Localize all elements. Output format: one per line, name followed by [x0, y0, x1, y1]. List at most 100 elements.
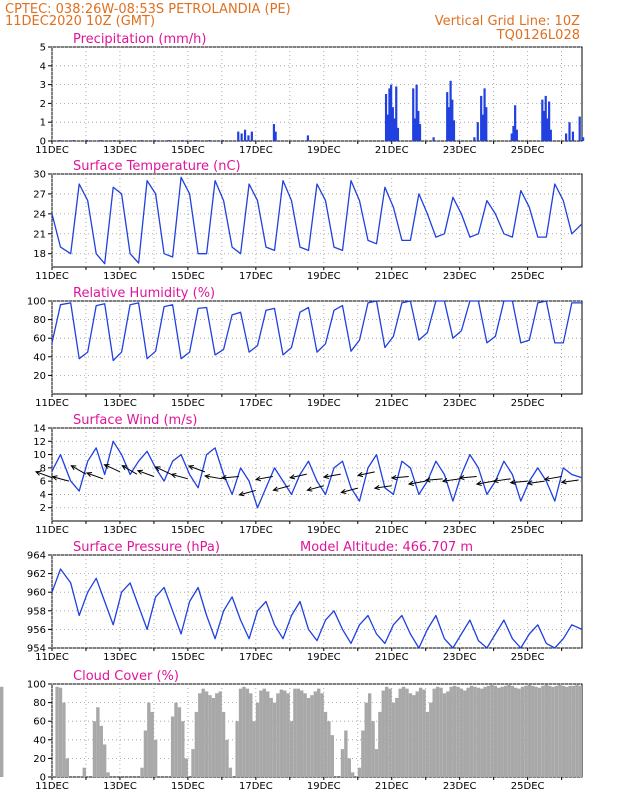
wind-arrow-head [220, 474, 227, 481]
precip-bar [167, 140, 170, 141]
pressure-ytick-label: 964 [27, 551, 46, 562]
cloud-bar [415, 691, 419, 777]
cloud-bar [422, 689, 426, 777]
cloud-bar [476, 687, 481, 777]
rh-ytick-label: 60 [33, 334, 46, 345]
temp-series-line [51, 176, 583, 265]
cloud-bar [466, 687, 470, 777]
precip-bar [395, 86, 398, 141]
cloud-bar [293, 688, 297, 777]
pressure-xtick-label: 19DEC [307, 652, 341, 663]
cloud-ytick-label: 60 [33, 717, 46, 728]
header-date: 11DEC2020 10Z (GMT) [5, 14, 155, 29]
precip-bar [194, 140, 197, 141]
wind-arrow [239, 489, 256, 496]
precip-bar [578, 116, 581, 141]
cloud-bar [62, 702, 66, 777]
cloud-ytick-label: 80 [33, 698, 46, 709]
cloud-bar [520, 686, 525, 777]
precip-bar [413, 118, 417, 141]
cloud-bar [439, 687, 443, 777]
rh-xtick-label: 17DEC [239, 398, 273, 409]
cloud-bar [177, 707, 182, 777]
precip-bar [99, 140, 102, 141]
cloud-bar [310, 695, 314, 777]
wind-arrow-head [441, 477, 448, 484]
precip-bar [153, 140, 157, 141]
cloud-bar [153, 739, 158, 777]
pressure-xtick-label: 23DEC [443, 652, 477, 663]
precip-bar [391, 107, 394, 141]
precip-bar [393, 118, 396, 141]
cloud-bar [266, 691, 270, 777]
cloud-bar [218, 691, 222, 777]
precip-bar [542, 110, 546, 141]
cloud-bar [191, 749, 195, 777]
cloud-bar [381, 690, 385, 777]
rh-xtick-label: 19DEC [307, 398, 341, 409]
precip-bar [548, 101, 551, 141]
cloud-bar [391, 702, 396, 777]
cloud-bar [194, 711, 199, 777]
pressure-xtick-label: 13DEC [103, 652, 137, 663]
wind-arrow [510, 480, 528, 484]
temp-xtick-label: 15DEC [171, 271, 205, 282]
precip-bar [447, 107, 451, 141]
precip-bar [240, 133, 243, 141]
cloud-bar [276, 693, 280, 777]
cloud-xtick-label: 19DEC [307, 781, 341, 792]
pressure-series-line [51, 568, 583, 649]
cloud-bar [204, 691, 209, 777]
wind-arrow [374, 485, 392, 489]
cloud-bar [140, 767, 144, 777]
wind-arrow-head [373, 484, 380, 491]
cloud-bar [435, 686, 440, 777]
precip-bar [549, 129, 552, 141]
precip-bar [512, 125, 515, 141]
cloud-bar [350, 772, 355, 777]
precip-bar [221, 140, 225, 141]
pressure-title: Surface Pressure (hPa) [73, 540, 220, 555]
wind-arrow [493, 478, 511, 482]
wind-arrow-head [170, 473, 177, 479]
cloud-bar [446, 691, 450, 777]
cloud-bar [174, 702, 178, 777]
cloud-bar [537, 687, 542, 777]
rh-series-line [51, 300, 582, 362]
cloud-bar [418, 687, 423, 777]
precip-bar [181, 140, 184, 141]
precip-bar [449, 80, 452, 141]
precip-bar [515, 129, 518, 141]
precip-xtick-label: 19DEC [307, 145, 341, 156]
wind-ytick-label: 14 [33, 424, 46, 435]
cloud-bar [483, 686, 487, 777]
cloud-bar [255, 702, 260, 777]
temp-xtick-label: 11DEC [35, 271, 69, 282]
cloud-bar [286, 693, 290, 777]
panel-temp: 18 21 24 27 30 11DEC 13DEC 15DEC 17DEC 19DEC 21DEC… [33, 159, 583, 282]
wind-arrow [476, 480, 494, 485]
cloud-bar [378, 711, 382, 777]
wind-arrow-head [51, 475, 58, 481]
rh-xtick-label: 23DEC [443, 398, 477, 409]
cloud-bar [510, 685, 515, 777]
cloud-bar [102, 744, 107, 777]
wind-arrow-head [526, 480, 533, 486]
precip-bar [568, 122, 571, 141]
cloud-bar [558, 684, 562, 777]
cloud-bar [449, 686, 453, 777]
cloud-bar [58, 687, 63, 777]
wind-ytick-label: 8 [40, 463, 46, 474]
precip-ytick-label: 1 [40, 118, 46, 129]
precip-bar [432, 137, 435, 141]
cloud-bar [201, 688, 205, 777]
wind-arrow-head [203, 474, 211, 480]
wind-arrow [425, 478, 443, 481]
cloud-bar [283, 690, 287, 777]
cloud-bar [490, 684, 494, 777]
wind-arrow-head [238, 491, 245, 497]
cloud-bar [493, 685, 498, 777]
cloud-bar [514, 687, 518, 777]
